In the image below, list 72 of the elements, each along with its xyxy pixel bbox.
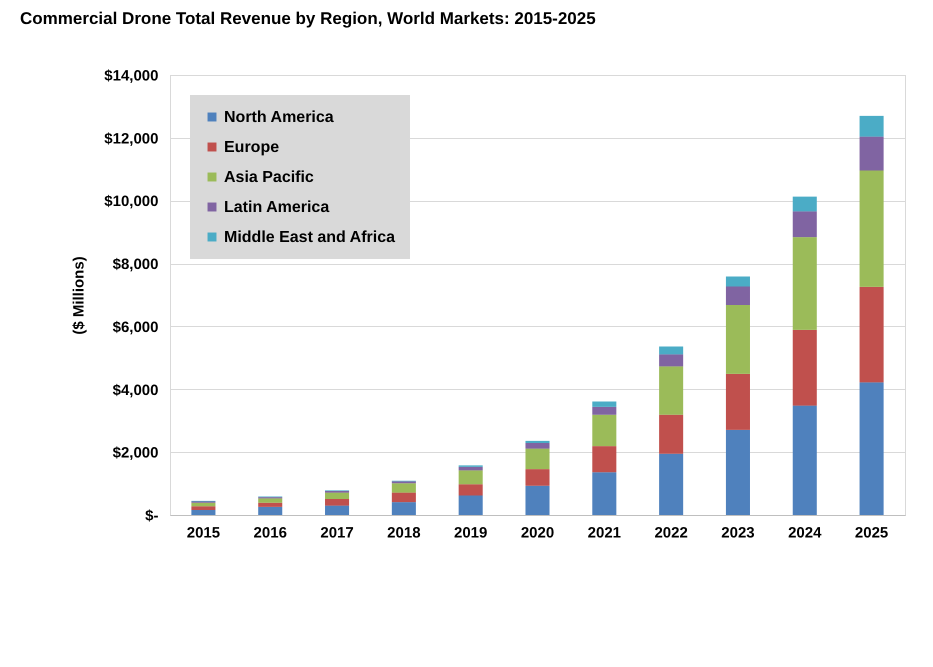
y-tick-label: $4,000 <box>112 382 158 399</box>
bar <box>392 483 416 493</box>
bar <box>191 502 216 506</box>
bar <box>525 469 550 486</box>
bar <box>392 492 416 502</box>
bar <box>726 286 750 306</box>
x-tick-label: 2016 <box>254 524 287 542</box>
bar <box>525 448 550 470</box>
x-tick-label: 2024 <box>788 524 822 542</box>
bar <box>458 484 483 496</box>
bar <box>525 486 550 515</box>
bar <box>792 330 817 406</box>
y-tick-label: $- <box>145 508 158 524</box>
bar <box>726 430 750 515</box>
x-tick-label: 2015 <box>186 524 220 542</box>
bar <box>659 366 684 415</box>
bar <box>258 506 282 515</box>
bar <box>191 510 216 515</box>
bar <box>392 502 416 515</box>
bar <box>792 211 817 238</box>
bar <box>659 454 684 515</box>
bar <box>659 414 684 454</box>
y-tick-label: $6,000 <box>112 318 158 336</box>
x-tick-label: 2023 <box>721 524 755 542</box>
x-tick-label: 2020 <box>520 524 554 542</box>
legend-label: Asia Pacific <box>224 169 314 186</box>
bar <box>860 382 884 515</box>
bar <box>525 443 550 449</box>
bar <box>325 492 350 499</box>
bar <box>258 498 282 503</box>
x-tick-label: 2025 <box>854 524 888 542</box>
bar <box>325 498 350 506</box>
bar <box>860 286 884 382</box>
bar <box>659 346 684 354</box>
x-tick-label: 2017 <box>320 524 354 542</box>
y-tick-label: $2,000 <box>112 444 158 462</box>
bar <box>726 305 750 374</box>
bar <box>592 472 616 515</box>
bar <box>458 466 483 470</box>
x-tick-label: 2019 <box>454 524 488 542</box>
bar <box>592 406 616 415</box>
y-tick-label: $8,000 <box>112 256 158 274</box>
bar <box>325 506 350 515</box>
bar <box>458 496 483 515</box>
bar <box>792 237 817 330</box>
y-tick-label: $10,000 <box>104 193 158 210</box>
bar <box>592 414 616 446</box>
bar <box>191 506 216 510</box>
bar <box>860 136 884 171</box>
y-axis-title: ($ Millions) <box>70 256 88 335</box>
bar <box>860 116 884 137</box>
bar <box>659 354 684 366</box>
bar <box>258 502 282 507</box>
x-tick-label: 2021 <box>588 524 622 542</box>
bar <box>592 402 616 407</box>
bar <box>726 276 750 287</box>
bar <box>860 170 884 287</box>
bar <box>792 196 817 212</box>
bar <box>458 470 483 484</box>
legend-label: Latin America <box>224 199 330 216</box>
x-tick-label: 2022 <box>654 524 688 542</box>
bar <box>525 440 550 444</box>
x-tick-label: 2018 <box>387 524 421 542</box>
legend-label: North America <box>224 109 334 126</box>
bar <box>592 446 616 472</box>
bar <box>792 406 817 515</box>
chart-title: Commercial Drone Total Revenue by Region, World Markets: 2015-2025 <box>20 9 596 28</box>
y-tick-label: $12,000 <box>104 130 158 148</box>
legend-label: Europe <box>224 139 280 156</box>
legend-label: Middle East and Africa <box>224 229 396 246</box>
y-tick-label: $14,000 <box>104 68 158 84</box>
bar <box>726 374 750 430</box>
